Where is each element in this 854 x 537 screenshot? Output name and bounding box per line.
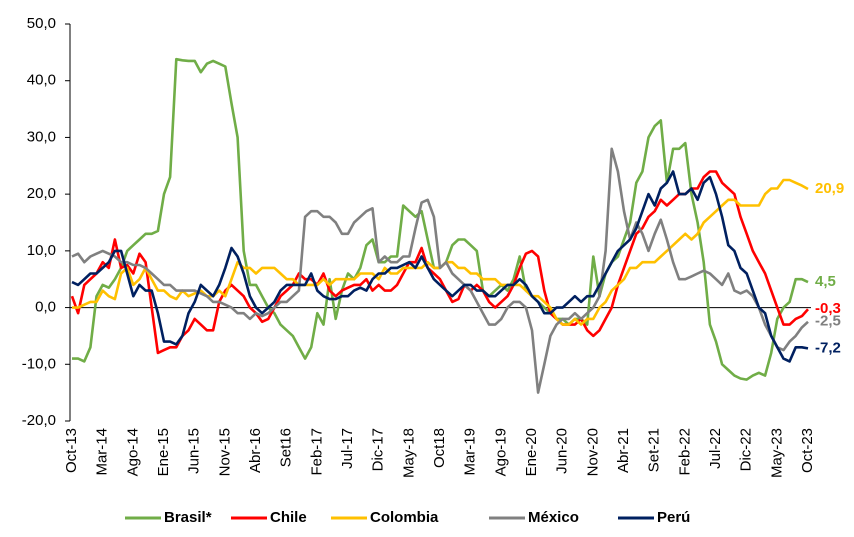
x-tick-label: Jun-20 <box>554 428 571 474</box>
x-tick-label: Dic-22 <box>738 428 755 471</box>
end-label: 4,5 <box>815 273 836 290</box>
x-tick-label: Mar-19 <box>462 428 479 476</box>
y-tick-label: 30,0 <box>27 128 56 145</box>
x-tick-label: Jun-15 <box>186 428 203 474</box>
x-tick-label: Set-21 <box>646 428 663 472</box>
x-tick-label: Ene-20 <box>523 428 540 476</box>
legend-label: Chile <box>270 509 307 526</box>
legend-label: Brasil* <box>164 509 212 526</box>
x-tick-label: Jul-22 <box>707 428 724 469</box>
series-line <box>71 170 809 363</box>
x-tick-label: Dic-17 <box>370 428 387 471</box>
y-tick-label: -20,0 <box>22 412 56 429</box>
y-tick-label: 50,0 <box>27 15 56 32</box>
x-tick-label: Nov-15 <box>216 428 233 476</box>
x-tick-label: Ene-15 <box>155 428 172 476</box>
end-label: -0,3 <box>815 300 841 317</box>
x-tick-label: Oct-13 <box>63 428 80 473</box>
series-line <box>71 147 809 394</box>
x-tick-label: Nov-20 <box>584 428 601 476</box>
legend-label: Colombia <box>370 509 439 526</box>
x-tick-label: Oct-23 <box>799 428 816 473</box>
y-tick-label: 10,0 <box>27 242 56 259</box>
x-tick-label: Set16 <box>278 428 295 467</box>
y-tick-label: 20,0 <box>27 185 56 202</box>
x-tick-label: Ago-14 <box>124 428 141 476</box>
x-tick-label: Feb-22 <box>676 428 693 476</box>
x-tick-label: May-23 <box>768 428 785 478</box>
y-tick-label: 0,0 <box>35 299 56 316</box>
series-line <box>72 178 809 326</box>
x-tick-label: May-18 <box>400 428 417 478</box>
x-tick-label: Abr-21 <box>615 428 632 473</box>
x-tick-label: Ago-19 <box>492 428 509 476</box>
legend-label: México <box>528 509 579 526</box>
legend-label: Perú <box>657 509 690 526</box>
end-label: 20,9 <box>815 180 844 197</box>
y-tick-label: 40,0 <box>27 72 56 89</box>
x-tick-label: Feb-17 <box>308 428 325 476</box>
x-tick-label: Mar-14 <box>94 428 111 476</box>
x-tick-label: Oct18 <box>431 428 448 468</box>
end-label: -7,2 <box>815 339 841 356</box>
x-tick-label: Jul-17 <box>339 428 356 469</box>
end-label: -2,5 <box>815 313 841 330</box>
y-tick-label: -10,0 <box>22 355 56 372</box>
x-tick-label: Abr-16 <box>247 428 264 473</box>
